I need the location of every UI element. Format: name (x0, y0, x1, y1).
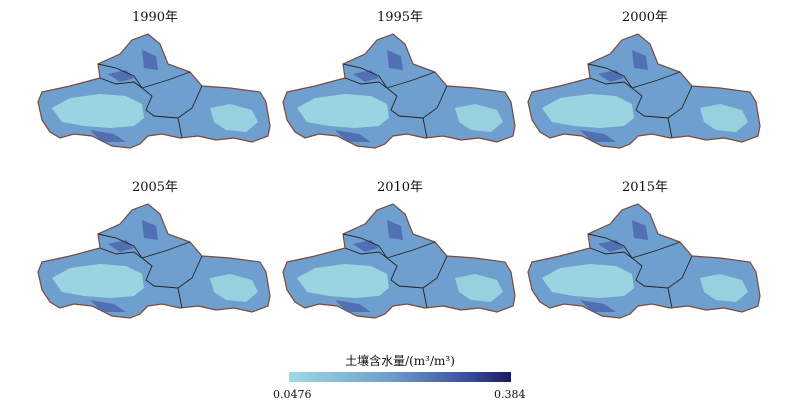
map-panel-2010: 2010年 (275, 180, 525, 345)
internal-border (141, 71, 191, 89)
map-panel-2005: 2005年 (30, 180, 280, 345)
map-panel-2015: 2015年 (520, 180, 770, 345)
panel-title: 2005年 (131, 180, 179, 195)
region-map (527, 33, 761, 149)
region-map (282, 203, 516, 319)
internal-border (344, 77, 388, 89)
low-moisture-area-east (455, 274, 503, 302)
low-moisture-area-west (297, 264, 389, 298)
high-moisture-area (142, 50, 158, 70)
internal-border (99, 247, 143, 259)
internal-border (344, 247, 388, 259)
high-moisture-area (335, 300, 371, 312)
internal-border (386, 87, 424, 119)
internal-border (587, 233, 633, 259)
internal-border (631, 241, 681, 259)
internal-border (589, 77, 633, 89)
region-map (282, 33, 516, 149)
internal-border (342, 233, 388, 259)
high-moisture-area (387, 220, 403, 240)
internal-border (386, 241, 436, 259)
internal-border (97, 63, 143, 89)
low-moisture-area-east (210, 104, 258, 132)
low-moisture-area-west (542, 94, 634, 128)
high-moisture-area (387, 50, 403, 70)
legend-max-label: 0.384 (494, 388, 526, 401)
panel-title: 1995年 (376, 10, 424, 25)
panel-title: 2015年 (621, 180, 669, 195)
internal-border (141, 257, 179, 289)
high-moisture-area (90, 130, 126, 142)
colorbar (289, 372, 511, 382)
low-moisture-area-west (52, 94, 144, 128)
internal-border (422, 287, 428, 309)
high-moisture-area (632, 220, 648, 240)
map-panel-1990: 1990年 (30, 10, 280, 175)
low-moisture-area-east (700, 104, 748, 132)
low-moisture-area-east (210, 274, 258, 302)
internal-border (422, 117, 428, 139)
internal-border (97, 233, 143, 259)
low-moisture-area-west (542, 264, 634, 298)
internal-border (386, 71, 436, 89)
internal-border (631, 257, 669, 289)
internal-border (177, 117, 183, 139)
map-panel-1995: 1995年 (275, 10, 525, 175)
panel-title: 2000年 (621, 10, 669, 25)
region-map (37, 33, 271, 149)
high-moisture-area (580, 130, 616, 142)
internal-border (667, 85, 693, 119)
region-map (527, 203, 761, 319)
internal-border (141, 241, 191, 259)
internal-border (141, 87, 179, 119)
internal-border (631, 71, 681, 89)
low-moisture-area-east (700, 274, 748, 302)
low-moisture-area-west (297, 94, 389, 128)
internal-border (342, 63, 388, 89)
internal-border (177, 255, 203, 289)
panel-title: 2010年 (376, 180, 424, 195)
internal-border (99, 77, 143, 89)
panel-title: 1990年 (131, 10, 179, 25)
internal-border (631, 87, 669, 119)
high-moisture-area (142, 220, 158, 240)
internal-border (422, 85, 448, 119)
low-moisture-area-west (52, 264, 144, 298)
internal-border (667, 287, 673, 309)
internal-border (667, 255, 693, 289)
map-panel-2000: 2000年 (520, 10, 770, 175)
high-moisture-area (580, 300, 616, 312)
internal-border (667, 117, 673, 139)
high-moisture-area (632, 50, 648, 70)
internal-border (177, 287, 183, 309)
legend-title: 土壤含水量/(m³/m³) (345, 354, 455, 368)
internal-border (587, 63, 633, 89)
internal-border (177, 85, 203, 119)
region-map (37, 203, 271, 319)
high-moisture-area (90, 300, 126, 312)
internal-border (386, 257, 424, 289)
internal-border (422, 255, 448, 289)
high-moisture-area (335, 130, 371, 142)
legend-min-label: 0.0476 (273, 388, 312, 401)
low-moisture-area-east (455, 104, 503, 132)
internal-border (589, 247, 633, 259)
